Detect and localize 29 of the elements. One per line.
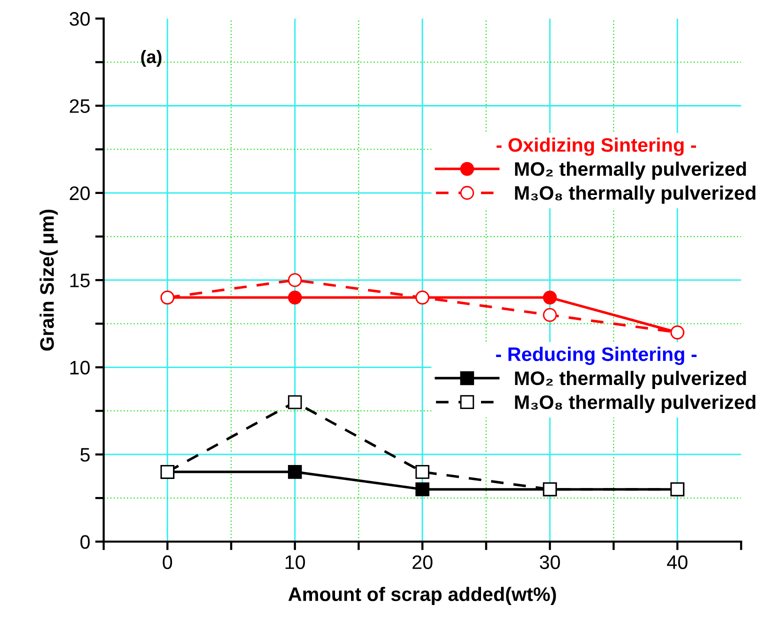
y-tick-label: 20: [70, 186, 90, 200]
x-tick-label: 0: [162, 555, 172, 570]
x-tick-label: 30: [540, 555, 560, 570]
y-tick-label: 5: [80, 448, 90, 462]
x-tick-label: 20: [412, 555, 432, 570]
x-tick-label: 10: [286, 555, 305, 570]
point: [288, 395, 302, 410]
legend-label: M₃O₈ thermally pulverized: [515, 186, 756, 204]
point: [415, 464, 430, 479]
point: [288, 464, 302, 479]
legend-label: M₃O₈ thermally pulverized: [515, 394, 756, 413]
y-axis-title: Grain Size( μm): [40, 210, 58, 351]
y-tick-label: 0: [80, 535, 90, 549]
x-tick-label: 40: [667, 555, 688, 570]
text: - Oxidizing Sintering -: [496, 138, 696, 156]
y-tick-label: 15: [70, 274, 90, 288]
legend-label: MO₂ thermally pulverized: [515, 162, 746, 180]
point: [542, 308, 557, 322]
legend-label: MO₂ thermally pulverized: [515, 370, 746, 389]
point: [415, 482, 430, 496]
point: [288, 273, 302, 288]
y-tick-label: 30: [70, 12, 90, 26]
point: [288, 290, 302, 304]
point: [542, 290, 557, 304]
x-axis-title: Amount of scrap added(wt%): [288, 586, 556, 605]
annotation: (a): [141, 50, 162, 67]
y-tick-label: 25: [70, 99, 90, 113]
y-tick-label: 10: [70, 360, 90, 375]
text: - Reducing Sintering -: [496, 346, 697, 366]
